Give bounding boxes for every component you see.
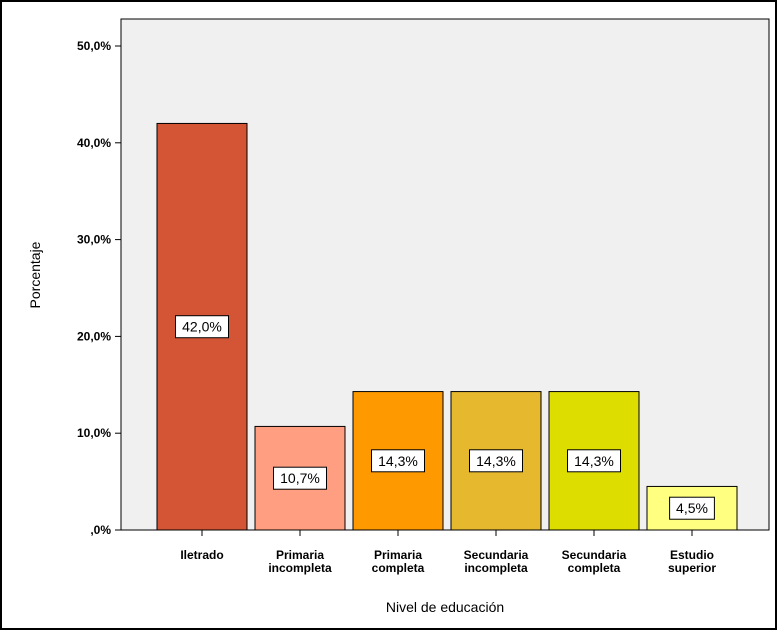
x-tick-label: Primaria completa bbox=[372, 548, 425, 575]
y-axis: ,0% 10,0% 20,0% 30,0% 40,0% 50,0% bbox=[77, 39, 121, 537]
y-tick-label: 10,0% bbox=[77, 426, 111, 440]
x-axis: Iletrado Primaria incompleta Primaria comple… bbox=[180, 530, 716, 575]
data-label: 10,7% bbox=[280, 470, 320, 486]
x-tick-label: Estudio superior bbox=[668, 548, 716, 575]
data-label-box bbox=[371, 449, 425, 473]
data-label-box bbox=[469, 449, 523, 473]
data-label: 14,3% bbox=[476, 453, 516, 469]
x-axis-title: Nivel de educación bbox=[386, 599, 504, 615]
y-tick-label: 20,0% bbox=[77, 329, 111, 343]
data-label-box bbox=[567, 449, 621, 473]
data-label: 14,3% bbox=[378, 453, 418, 469]
data-label-box bbox=[273, 466, 327, 490]
y-tick-label: 40,0% bbox=[77, 136, 111, 150]
x-tick-label: Secundaria completa bbox=[562, 548, 627, 575]
bar bbox=[352, 391, 444, 531]
x-tick-label: Primaria incompleta bbox=[268, 548, 332, 575]
y-tick-label: 30,0% bbox=[77, 233, 111, 247]
x-tick-label: Iletrado bbox=[180, 548, 223, 562]
x-tick-label: Secundaria incompleta bbox=[464, 548, 529, 575]
y-tick-label: 50,0% bbox=[77, 39, 111, 53]
y-tick-label: ,0% bbox=[90, 523, 111, 537]
data-label-box bbox=[669, 496, 715, 520]
data-label: 42,0% bbox=[182, 319, 222, 335]
data-label: 14,3% bbox=[574, 453, 614, 469]
bars: 42,0% 10,7% 14,3% 14,3% 14,3% 4,5% bbox=[156, 122, 738, 531]
data-label-box bbox=[175, 315, 229, 339]
data-label: 4,5% bbox=[676, 500, 708, 516]
y-axis-title: Porcentaje bbox=[27, 241, 43, 308]
